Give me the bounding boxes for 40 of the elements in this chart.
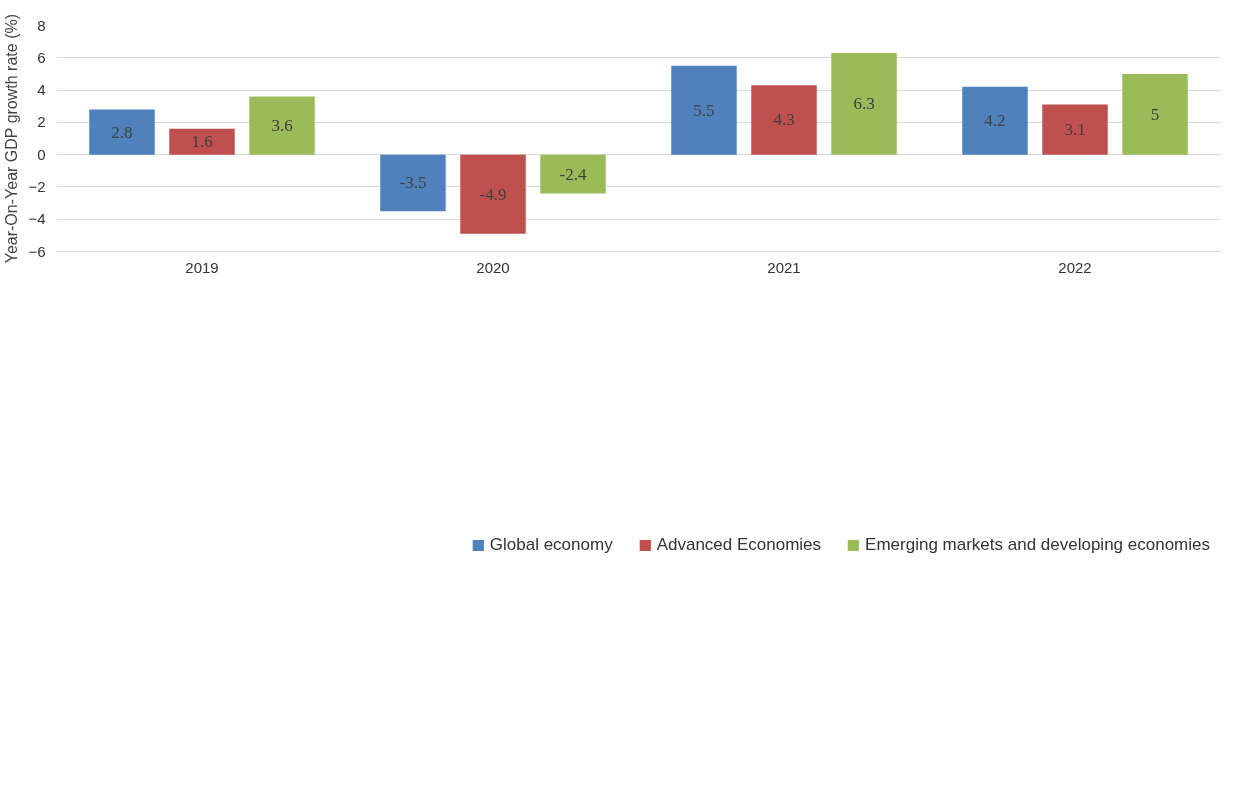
legend-label: Advanced Economies <box>656 535 822 555</box>
x-tick-label: 2022 <box>1058 258 1092 276</box>
data-label: -4.9 <box>479 184 507 204</box>
data-label: 2.8 <box>111 122 133 142</box>
data-label: 1.6 <box>191 132 213 152</box>
y-tick-label: −6 <box>28 242 46 260</box>
y-tick-label: −2 <box>28 177 46 195</box>
y-tick-label: −4 <box>28 210 46 228</box>
data-label: 4.2 <box>984 111 1006 131</box>
legend-label: Global economy <box>489 535 613 555</box>
y-tick-label: 0 <box>37 145 46 163</box>
data-label: 3.1 <box>1064 120 1086 140</box>
bar <box>249 96 315 155</box>
bar <box>671 65 737 155</box>
x-tick-label: 2020 <box>476 258 510 276</box>
y-tick-label: 4 <box>37 81 46 99</box>
y-axis-title: Year-On-Year GDP growth rate (%) <box>3 14 21 264</box>
x-tick-label: 2021 <box>767 258 801 276</box>
bar <box>460 154 526 234</box>
legend-label: Emerging markets and developing economies <box>865 535 1210 555</box>
bar <box>962 86 1028 155</box>
data-label: 5 <box>1150 104 1160 124</box>
bar <box>1122 73 1188 155</box>
data-label: 3.6 <box>271 116 293 136</box>
data-label: 6.3 <box>853 94 875 114</box>
bar <box>540 154 606 194</box>
bar <box>831 52 897 155</box>
data-label: 4.3 <box>773 110 795 130</box>
data-label: 5.5 <box>693 100 715 120</box>
bar <box>169 128 235 155</box>
bar <box>751 85 817 155</box>
y-tick-label: 2 <box>37 113 46 131</box>
data-label: -3.5 <box>399 173 427 193</box>
y-tick-label: 8 <box>37 16 46 34</box>
bar <box>89 109 155 155</box>
bar <box>380 154 446 212</box>
bar <box>1042 104 1108 155</box>
y-tick-label: 6 <box>37 48 46 66</box>
data-label: -2.4 <box>559 164 587 184</box>
x-tick-label: 2019 <box>185 258 219 276</box>
